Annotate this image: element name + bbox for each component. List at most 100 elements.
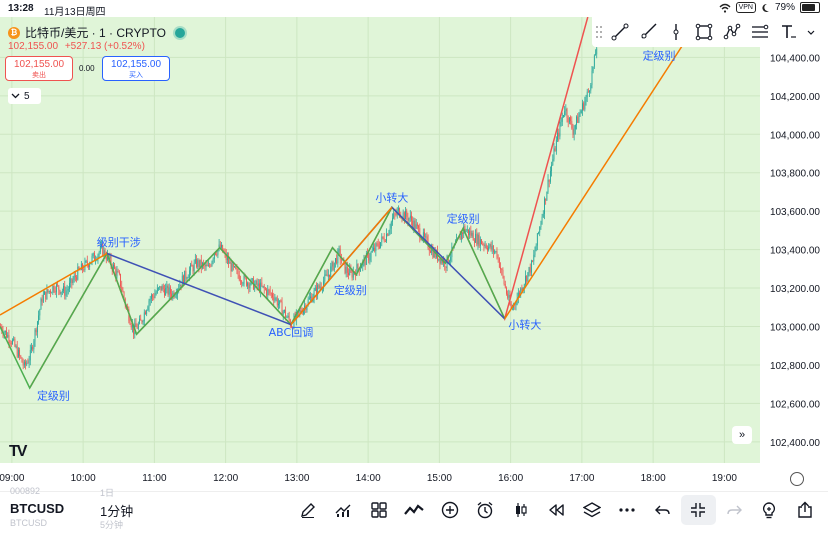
- redo-icon[interactable]: [716, 495, 752, 525]
- grid-icon[interactable]: [361, 495, 397, 525]
- ray-line-icon[interactable]: [634, 18, 662, 46]
- candle-body: [197, 260, 199, 267]
- candle-body: [183, 275, 184, 284]
- collapse-icon[interactable]: [680, 495, 716, 525]
- double-chevron-right-icon[interactable]: »: [732, 426, 752, 444]
- chart-pane[interactable]: 定级别 级别干涉 ABC回调 定级别 小转大 定级别 小转大 定级别: [0, 17, 760, 463]
- chevron-down-icon[interactable]: [802, 18, 820, 46]
- undo-icon[interactable]: [645, 495, 681, 525]
- layers-icon[interactable]: [574, 495, 610, 525]
- node-path-icon[interactable]: [718, 18, 746, 46]
- candle-body: [175, 294, 177, 296]
- symbol-legend[interactable]: ₿ 比特币/美元 · 1 · CRYPTO: [8, 24, 185, 41]
- parallel-channel-icon[interactable]: [746, 18, 774, 46]
- compare-icon[interactable]: [397, 495, 433, 525]
- candle-body: [145, 312, 146, 315]
- candle-body: [553, 148, 555, 160]
- indicator-chart-icon[interactable]: [326, 495, 362, 525]
- candle-body: [188, 270, 190, 278]
- candle-body: [228, 257, 230, 264]
- candle-body: [282, 311, 284, 315]
- candle-body: [23, 361, 25, 366]
- candle-body: [416, 224, 418, 226]
- candle-body: [497, 257, 499, 259]
- grid-lines: [0, 17, 760, 463]
- trend-line-icon[interactable]: [606, 18, 634, 46]
- candle-body: [324, 274, 326, 282]
- candle-body: [482, 244, 484, 245]
- symbol-selector[interactable]: BTCUSD: [10, 501, 65, 516]
- candle-body: [219, 244, 221, 248]
- candle-body: [226, 257, 228, 260]
- interval-selector[interactable]: 1分钟: [100, 504, 134, 519]
- candle-body: [428, 248, 430, 252]
- candle-body: [8, 335, 10, 343]
- time-tick-label: 16:00: [498, 473, 523, 484]
- candle-body: [359, 268, 361, 272]
- candle-body: [426, 236, 428, 239]
- candle-body: [501, 269, 503, 271]
- candle-body: [585, 96, 587, 102]
- buy-button[interactable]: 102,155.00 买入: [102, 56, 170, 81]
- candle-body: [471, 232, 473, 236]
- pen-icon[interactable]: [290, 495, 326, 525]
- candle-body: [549, 171, 551, 182]
- candle-body: [206, 264, 208, 267]
- annotation-label: ABC回调: [269, 326, 314, 339]
- candle-body: [304, 305, 306, 310]
- candle-body: [152, 295, 154, 297]
- candle-body: [38, 315, 40, 322]
- candle-body: [527, 272, 529, 282]
- alarm-icon[interactable]: [468, 495, 504, 525]
- candle-body: [483, 244, 485, 247]
- candle-body: [530, 260, 532, 273]
- candle-body: [376, 243, 378, 245]
- candle-body: [39, 309, 41, 316]
- candle-body: [370, 252, 372, 258]
- sell-button[interactable]: 102,155.00 卖出: [5, 56, 73, 81]
- candle-body: [369, 257, 371, 261]
- candle-body: [146, 310, 148, 315]
- price-change: +527.13 (+0.52%): [64, 41, 145, 52]
- time-axis[interactable]: 09:00 10:00 11:00 12:00 13:00 14:00 15:00 16:00…: [0, 463, 760, 491]
- candle-body: [489, 244, 491, 247]
- candle-body: [103, 250, 105, 256]
- price-axis-labels[interactable]: 102,400.00 102,600.00 102,800.00 103,000.00…: [760, 17, 828, 463]
- rectangle-icon[interactable]: [690, 18, 718, 46]
- rewind-icon[interactable]: [539, 495, 575, 525]
- candle-body: [338, 248, 340, 251]
- candle-body: [148, 300, 150, 308]
- candle-body: [352, 271, 354, 278]
- candle-body: [287, 315, 289, 318]
- more-icon[interactable]: [610, 495, 646, 525]
- candle-body: [320, 286, 322, 289]
- candle-body: [237, 269, 239, 275]
- candle-body: [78, 267, 80, 270]
- vertical-line-icon[interactable]: [662, 18, 690, 46]
- candle-body: [339, 248, 341, 260]
- candle-body: [92, 253, 94, 257]
- add-circle-icon[interactable]: [432, 495, 468, 525]
- text-tool-icon[interactable]: [774, 18, 802, 46]
- candle-body: [15, 346, 17, 348]
- drag-handle-icon[interactable]: [592, 18, 606, 46]
- candle-body: [393, 213, 395, 218]
- share-icon[interactable]: [787, 495, 823, 525]
- candle-body: [61, 290, 63, 292]
- candles-icon[interactable]: [503, 495, 539, 525]
- price-tick-label: 102,600.00: [770, 399, 820, 410]
- candle-body: [566, 108, 568, 119]
- candle-body: [251, 278, 253, 280]
- indicators-toggle[interactable]: 5: [8, 88, 41, 104]
- price-axis[interactable]: 102,400.00 102,600.00 102,800.00 103,000.00…: [760, 17, 828, 463]
- candle-body: [278, 303, 279, 306]
- time-axis-labels[interactable]: 09:00 10:00 11:00 12:00 13:00 14:00 15:00 16:00…: [0, 463, 760, 491]
- bulb-icon[interactable]: [752, 495, 788, 525]
- axis-settings-icon[interactable]: [790, 472, 804, 486]
- bitcoin-icon: ₿: [8, 26, 20, 39]
- candle-body: [273, 297, 275, 301]
- candle-body: [105, 256, 107, 260]
- candle-body: [534, 251, 536, 255]
- candle-body: [115, 268, 117, 277]
